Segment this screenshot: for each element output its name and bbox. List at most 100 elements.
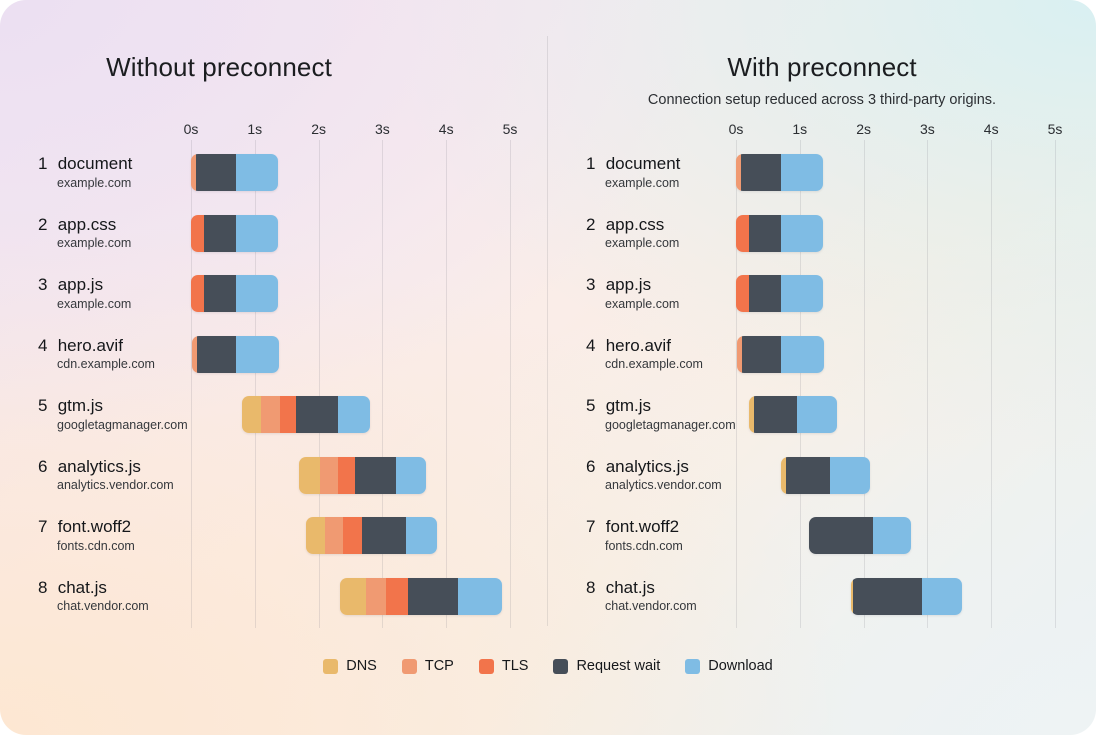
waterfall-bar[interactable] <box>191 154 278 191</box>
waterfall-bar[interactable] <box>736 154 823 191</box>
waterfall-row[interactable]: 2 app.css example.com <box>548 209 1096 270</box>
row-resource-name: 4 hero.avif <box>586 335 671 355</box>
row-label: 2 app.css example.com <box>38 215 198 251</box>
panel-with-preconnect: With preconnect Connection setup reduced… <box>548 0 1096 735</box>
waterfall-row[interactable]: 7 font.woff2 fonts.cdn.com <box>0 511 548 572</box>
bar-segment-wait <box>196 154 236 191</box>
legend-item-tcp[interactable]: TCP <box>401 658 454 674</box>
waterfall-bar[interactable] <box>305 517 437 554</box>
bar-segment-tls <box>191 275 204 312</box>
legend-item-download[interactable]: Download <box>685 658 773 674</box>
waterfall-row[interactable]: 1 document example.com <box>0 148 548 209</box>
waterfall-row[interactable]: 3 app.js example.com <box>548 269 1096 330</box>
waterfall-bar[interactable] <box>736 214 823 252</box>
axis-tick-2s: 2s <box>311 121 326 137</box>
bar-segment-tcp <box>261 396 281 433</box>
bar-segment-tcp <box>191 154 197 191</box>
row-resource-name: 8 chat.js <box>586 577 655 597</box>
row-host: cdn.example.com <box>57 357 155 372</box>
bar-segment-dns <box>305 517 325 554</box>
waterfall-row[interactable]: 6 analytics.js analytics.vendor.com <box>548 451 1096 512</box>
waterfall-row[interactable]: 8 chat.js chat.vendor.com <box>0 572 548 633</box>
waterfall-bar[interactable] <box>191 214 278 252</box>
row-label: 1 document example.com <box>38 154 198 190</box>
bar-segment-download <box>236 335 279 373</box>
legend-item-tls[interactable]: TLS <box>478 658 528 674</box>
bar-segment-wait <box>741 154 781 191</box>
row-resource-name: 5 gtm.js <box>586 396 652 415</box>
chart-legend: DNS TCP TLS Request wait Download <box>0 658 1096 674</box>
waterfall-bar[interactable] <box>242 396 370 433</box>
bar-segment-dns <box>242 396 262 433</box>
bar-segment-tcp <box>319 456 339 494</box>
waterfall-row[interactable]: 3 app.js example.com <box>0 269 548 330</box>
axis-tick-2s: 2s <box>856 121 871 137</box>
bar-segment-wait <box>196 335 237 373</box>
waterfall-plot-right: 0s 1s 2s 3s 4s 5s 1 document example.com 2 app.c… <box>548 0 1096 735</box>
bar-segment-wait <box>748 214 781 252</box>
row-host: example.com <box>605 175 680 190</box>
waterfall-bar[interactable] <box>809 517 912 554</box>
waterfall-bar[interactable] <box>340 577 503 615</box>
row-resource-name: 8 chat.js <box>38 577 107 597</box>
gridline-4s <box>991 140 993 628</box>
waterfall-row[interactable]: 5 gtm.js googletagmanager.com <box>548 390 1096 451</box>
row-index: 1 <box>38 154 48 173</box>
bar-segment-dns <box>340 577 366 615</box>
bar-segment-download <box>830 456 870 494</box>
waterfall-row[interactable]: 4 hero.avif cdn.example.com <box>0 330 548 391</box>
row-resource-name: 1 document <box>586 154 681 173</box>
bar-segment-wait <box>361 517 406 554</box>
row-resource-name: 3 app.js <box>38 275 104 294</box>
legend-swatch-tls-icon <box>478 658 494 674</box>
waterfall-bar[interactable] <box>850 577 962 615</box>
bar-segment-dns <box>748 396 754 433</box>
legend-item-wait[interactable]: Request wait <box>553 658 660 674</box>
row-host: example.com <box>57 296 132 311</box>
row-index: 2 <box>586 214 596 234</box>
legend-swatch-download-icon <box>685 658 701 674</box>
waterfall-bar[interactable] <box>748 396 838 433</box>
waterfall-bar[interactable] <box>191 275 278 312</box>
bar-segment-wait <box>203 214 236 252</box>
bar-segment-tls <box>385 577 408 615</box>
row-label: 6 analytics.js analytics.vendor.com <box>38 457 198 493</box>
waterfall-row[interactable]: 5 gtm.js googletagmanager.com <box>0 390 548 451</box>
row-resource-name: 7 font.woff2 <box>38 517 132 536</box>
bar-segment-dns <box>299 456 320 494</box>
waterfall-bar[interactable] <box>780 456 870 494</box>
waterfall-row[interactable]: 4 hero.avif cdn.example.com <box>548 330 1096 391</box>
bar-segment-tcp <box>192 335 197 373</box>
row-label: 7 font.woff2 fonts.cdn.com <box>586 517 746 553</box>
waterfall-bar[interactable] <box>736 275 823 312</box>
row-host: example.com <box>605 296 680 311</box>
row-resource-name: 2 app.css <box>38 214 117 234</box>
waterfall-row[interactable]: 6 analytics.js analytics.vendor.com <box>0 451 548 512</box>
waterfall-bar[interactable] <box>737 335 824 373</box>
waterfall-row[interactable]: 7 font.woff2 fonts.cdn.com <box>548 511 1096 572</box>
legend-item-dns[interactable]: DNS <box>323 658 377 674</box>
row-index: 3 <box>586 275 596 294</box>
bar-segment-tls <box>338 456 355 494</box>
row-host: chat.vendor.com <box>605 599 697 614</box>
row-host: example.com <box>57 175 132 190</box>
waterfall-bar[interactable] <box>192 335 279 373</box>
waterfall-row[interactable]: 1 document example.com <box>548 148 1096 209</box>
bar-segment-wait <box>407 577 458 615</box>
bar-segment-wait <box>354 456 396 494</box>
bar-segment-wait <box>748 275 781 312</box>
bar-segment-tcp <box>737 335 742 373</box>
bar-segment-download <box>780 214 823 252</box>
bar-segment-download <box>781 335 824 373</box>
legend-label: Request wait <box>576 658 661 674</box>
row-resource-name: 1 document <box>38 154 133 173</box>
waterfall-row[interactable]: 8 chat.js chat.vendor.com <box>548 572 1096 633</box>
bar-segment-tls <box>280 396 297 433</box>
waterfall-row[interactable]: 2 app.css example.com <box>0 209 548 270</box>
waterfall-bar[interactable] <box>299 456 426 494</box>
row-label: 4 hero.avif cdn.example.com <box>586 336 746 372</box>
gridline-1s <box>799 140 801 628</box>
row-host: googletagmanager.com <box>605 417 736 432</box>
row-host: example.com <box>605 236 680 251</box>
